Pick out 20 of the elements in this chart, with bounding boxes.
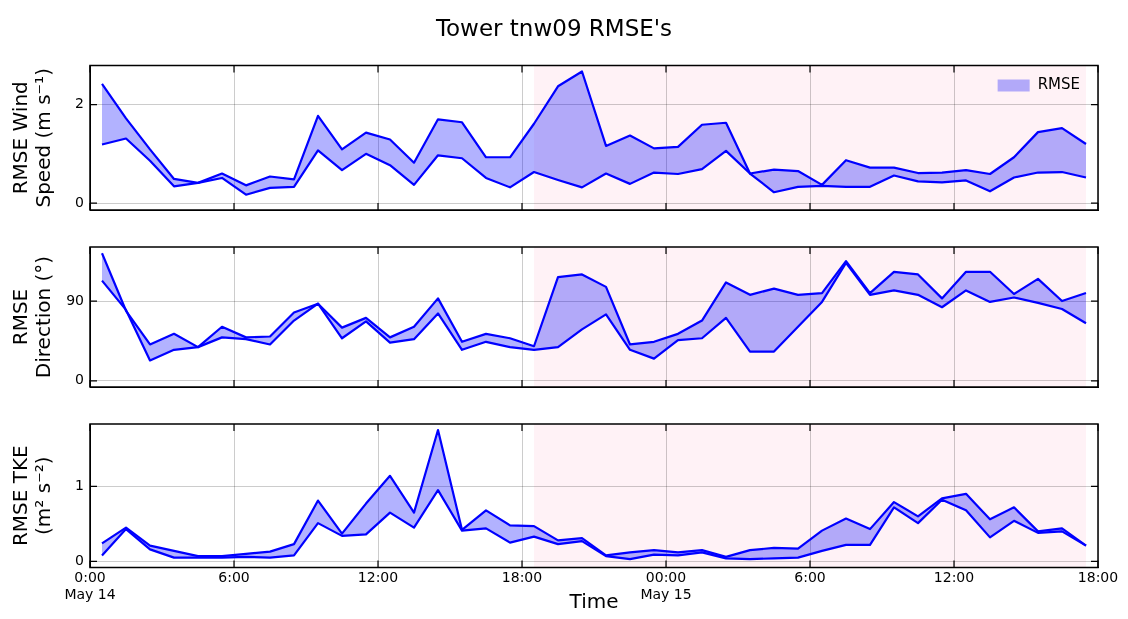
x-tick-label: 0:00 May 14 <box>64 569 116 603</box>
x-tick-label: 6:00 <box>218 569 250 586</box>
x-tick-label: 12:00 <box>357 569 399 586</box>
x-tick-label: 6:00 <box>794 569 826 586</box>
y-tick-label: 0 <box>75 371 84 388</box>
y-tick-label: 1 <box>75 476 84 493</box>
y-axis-title: RMSE TKE (m² s⁻²) <box>7 445 55 547</box>
y-tick-label: 0 <box>75 193 84 210</box>
x-tick-label: 12:00 <box>933 569 975 586</box>
x-axis-title: Time <box>568 589 619 614</box>
chart-title: Tower tnw09 RMSE's <box>434 14 673 41</box>
y-tick-label: 2 <box>75 95 84 112</box>
y-tick-label: 0 <box>75 552 84 569</box>
y-axis-title: RMSE Direction (°) <box>7 255 55 379</box>
y-tick-label: 90 <box>66 291 84 308</box>
y-axis-title: RMSE Wind Speed (m s⁻¹) <box>7 68 55 208</box>
x-tick-label: 00:00 May 15 <box>640 569 692 603</box>
x-tick-label: 18:00 <box>501 569 543 586</box>
legend-label: RMSE <box>1037 75 1081 94</box>
x-tick-label: 18:00 <box>1077 569 1119 586</box>
